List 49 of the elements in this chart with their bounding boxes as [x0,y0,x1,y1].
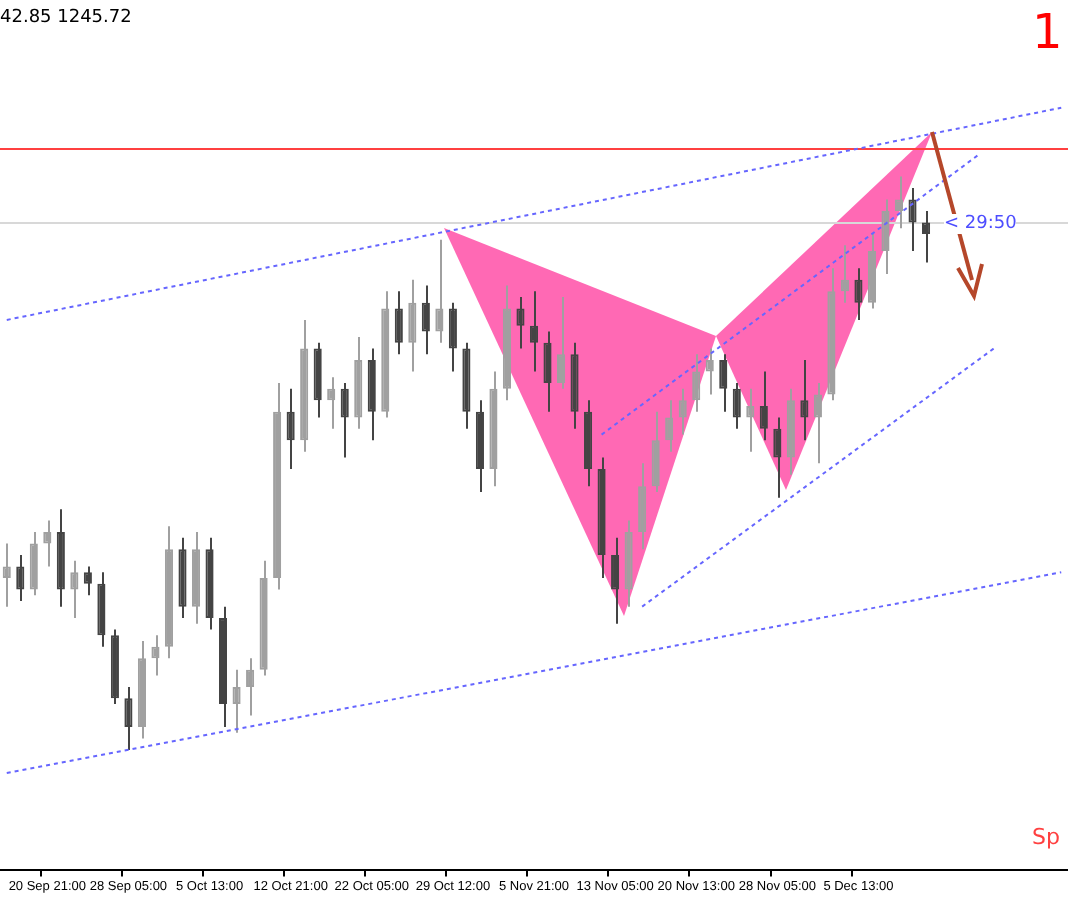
candlestick [327,376,336,430]
candlestick [840,244,849,304]
candlestick [773,416,782,499]
candlestick [908,187,917,253]
candlestick [516,295,525,350]
candlestick [286,387,295,470]
candlestick [543,330,552,413]
candlestick [800,359,809,442]
candlestick [16,554,25,602]
candlestick [894,175,904,230]
candlestick [246,657,255,717]
candlestick [83,565,92,597]
candlestick [421,284,430,356]
candlestick [651,410,660,493]
candlestick [124,685,133,751]
candlestick [922,209,931,264]
candlestick [692,353,701,413]
candlestick [611,536,620,625]
candlestick [881,198,890,276]
candlestick [556,295,566,390]
annotation: < 29:50 [944,214,1017,234]
candlestick [367,347,376,442]
candlestick [232,668,241,734]
candlestick [678,387,687,436]
candlestick [705,347,714,396]
candlestick [665,399,674,453]
candlestick [867,232,877,310]
candlestick [2,542,11,608]
candlestick [70,559,79,620]
text: 42.85 1245.72 [0,8,132,28]
candlestick [448,301,457,373]
candlestick [29,531,38,597]
candlestick [408,278,417,373]
candlestick [854,267,863,321]
candlestick [732,381,741,430]
candlestick [719,353,728,413]
text: 1 [1032,4,1063,60]
candlestick [151,634,160,677]
candlestick [638,462,647,551]
candlestick [746,387,755,453]
candlestick [340,381,349,459]
candlestick [759,370,768,442]
candlestick [813,381,822,465]
candlestick [43,519,52,568]
candlestick [529,290,539,373]
candlestick [435,238,444,344]
text: Sp [1032,824,1060,850]
candlestick [394,290,403,356]
candlestick [313,341,322,419]
